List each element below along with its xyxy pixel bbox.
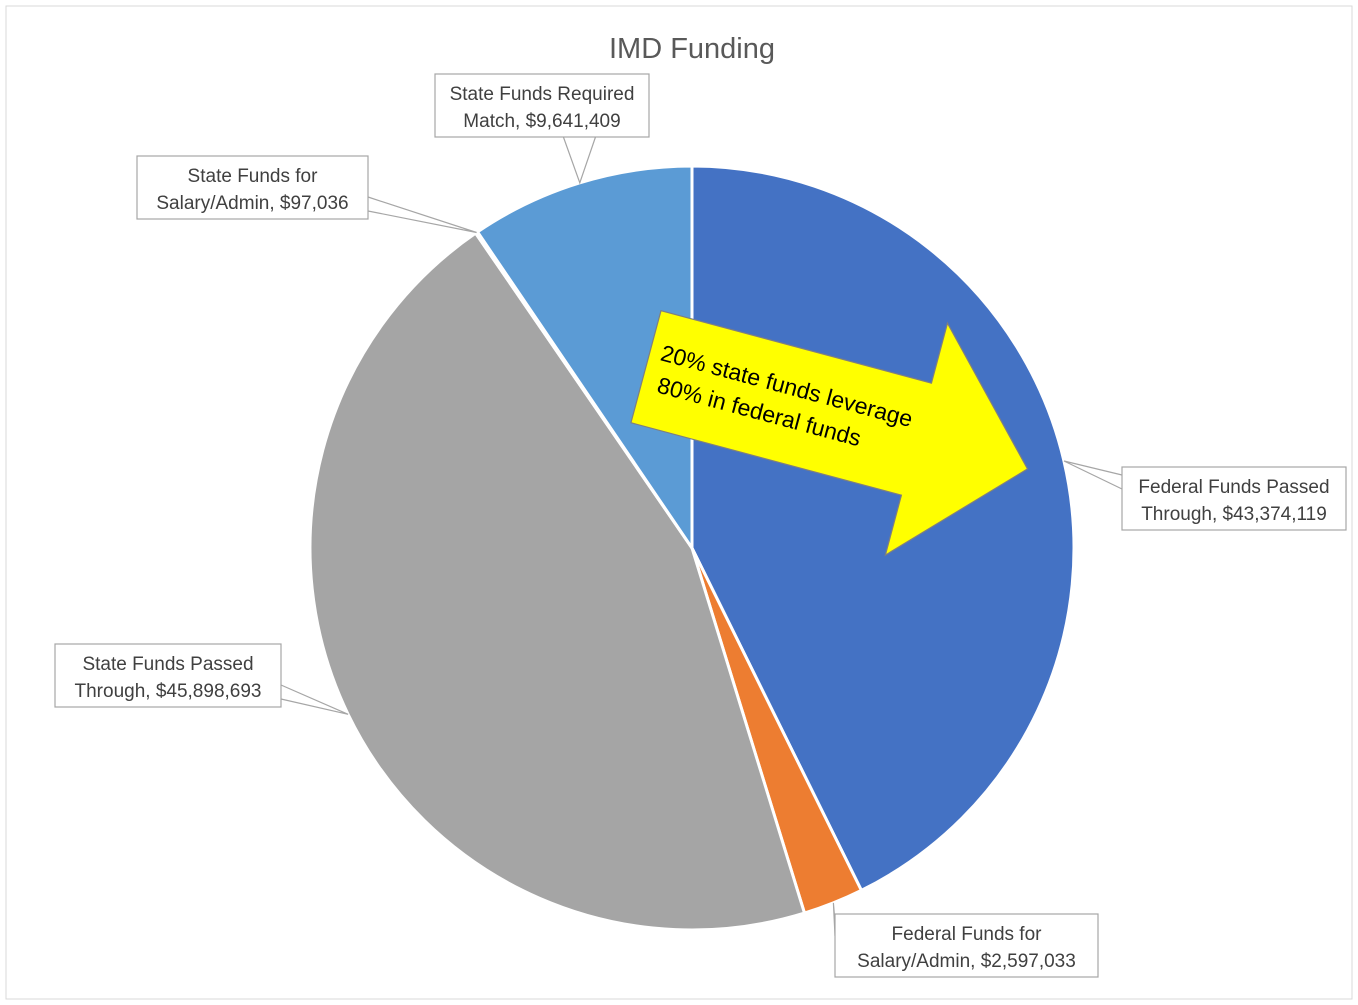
pie-slice-state-passed-through (308, 231, 807, 932)
labels-layer: Federal Funds Passed Through, $43,374,119… (54, 73, 1347, 978)
chart-title: IMD Funding (609, 33, 775, 65)
data-label-category: Federal Funds for (892, 924, 1043, 945)
data-label-category: State Funds for (188, 166, 319, 187)
data-label-value: Match, $9,641,409 (463, 111, 620, 132)
annotation-arrow-shape (630, 309, 1029, 557)
data-label-state-salary-admin: State Funds for Salary/Admin, $97,036 (136, 155, 369, 220)
data-label-value: Through, $43,374,119 (1141, 504, 1327, 525)
data-label-value: Salary/Admin, $97,036 (156, 193, 348, 214)
data-label-federal-passed-through: Federal Funds Passed Through, $43,374,119 (1121, 466, 1347, 531)
data-label-state-passed-through: State Funds Passed Through, $45,898,693 (54, 643, 282, 708)
data-label-box (136, 155, 369, 220)
data-label-box (434, 73, 650, 138)
data-label-category: State Funds Required (450, 84, 635, 105)
leader-line-federal-passed-through (1063, 460, 1123, 490)
data-label-category: State Funds Passed (82, 654, 253, 675)
leader-line-state-required-match (562, 136, 597, 185)
data-label-state-required-match: State Funds Required Match, $9,641,409 (434, 73, 650, 138)
data-label-value: Through, $45,898,693 (75, 681, 262, 702)
data-label-box (54, 643, 282, 708)
data-label-box (834, 913, 1099, 978)
slices-layer (308, 164, 1076, 932)
data-label-box (1121, 466, 1347, 531)
leader-line-state-passed-through (280, 684, 349, 715)
data-label-federal-salary-admin: Federal Funds for Salary/Admin, $2,597,03… (834, 913, 1099, 978)
data-label-category: Federal Funds Passed (1138, 477, 1329, 498)
leader-line-state-salary-admin (367, 196, 477, 234)
data-label-value: Salary/Admin, $2,597,033 (857, 951, 1076, 972)
leader-lines-layer (280, 136, 1123, 937)
